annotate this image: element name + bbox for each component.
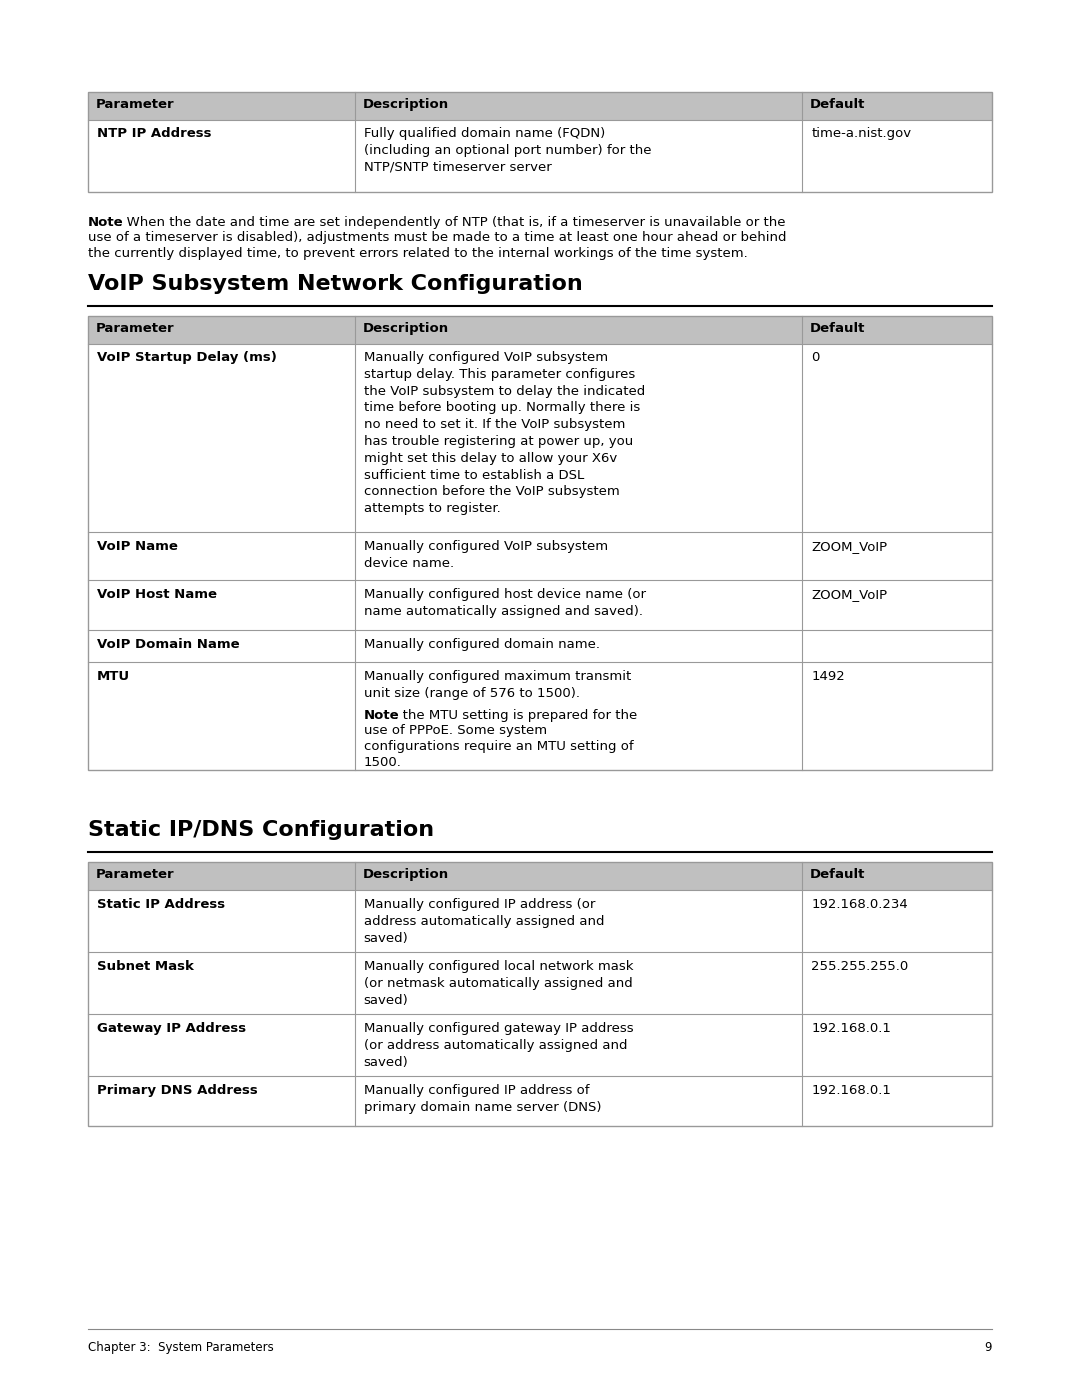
- Text: ZOOM_VoIP: ZOOM_VoIP: [811, 541, 888, 553]
- Text: Description: Description: [363, 321, 449, 335]
- Text: VoIP Host Name: VoIP Host Name: [97, 588, 217, 601]
- Text: 192.168.0.1: 192.168.0.1: [811, 1084, 891, 1097]
- Text: Static IP/DNS Configuration: Static IP/DNS Configuration: [87, 820, 434, 840]
- Text: 9: 9: [985, 1341, 993, 1354]
- Text: 1492: 1492: [811, 671, 845, 683]
- Text: 0: 0: [811, 351, 820, 365]
- Text: Parameter: Parameter: [96, 868, 175, 882]
- Text: VoIP Startup Delay (ms): VoIP Startup Delay (ms): [97, 351, 276, 365]
- Bar: [87, 316, 993, 770]
- Text: Parameter: Parameter: [96, 98, 175, 110]
- Bar: [87, 92, 993, 120]
- Text: Manually configured local network mask
(or netmask automatically assigned and
sa: Manually configured local network mask (…: [364, 960, 633, 1007]
- Bar: [87, 92, 993, 191]
- Text: 255.255.255.0: 255.255.255.0: [811, 960, 908, 972]
- Text: Static IP Address: Static IP Address: [97, 898, 225, 911]
- Text: Manually configured VoIP subsystem
device name.: Manually configured VoIP subsystem devic…: [364, 541, 608, 570]
- Text: : the MTU setting is prepared for the: : the MTU setting is prepared for the: [394, 710, 637, 722]
- Text: VoIP Domain Name: VoIP Domain Name: [97, 638, 240, 651]
- Bar: [87, 862, 993, 1126]
- Text: the currently displayed time, to prevent errors related to the internal workings: the currently displayed time, to prevent…: [87, 247, 747, 260]
- Text: : When the date and time are set independently of NTP (that is, if a timeserver : : When the date and time are set indepen…: [118, 217, 785, 229]
- Bar: [87, 316, 993, 344]
- Text: Primary DNS Address: Primary DNS Address: [97, 1084, 258, 1097]
- Text: Manually configured gateway IP address
(or address automatically assigned and
sa: Manually configured gateway IP address (…: [364, 1023, 633, 1069]
- Text: Manually configured domain name.: Manually configured domain name.: [364, 638, 599, 651]
- Text: 192.168.0.1: 192.168.0.1: [811, 1023, 891, 1035]
- Text: ZOOM_VoIP: ZOOM_VoIP: [811, 588, 888, 601]
- Text: 192.168.0.234: 192.168.0.234: [811, 898, 908, 911]
- Text: time-a.nist.gov: time-a.nist.gov: [811, 127, 912, 140]
- Text: Subnet Mask: Subnet Mask: [97, 960, 194, 972]
- Bar: [87, 862, 993, 890]
- Text: Manually configured host device name (or
name automatically assigned and saved).: Manually configured host device name (or…: [364, 588, 646, 617]
- Text: NTP IP Address: NTP IP Address: [97, 127, 212, 140]
- Text: Manually configured VoIP subsystem
startup delay. This parameter configures
the : Manually configured VoIP subsystem start…: [364, 351, 645, 515]
- Text: Gateway IP Address: Gateway IP Address: [97, 1023, 246, 1035]
- Text: Fully qualified domain name (FQDN)
(including an optional port number) for the
N: Fully qualified domain name (FQDN) (incl…: [364, 127, 651, 175]
- Text: configurations require an MTU setting of: configurations require an MTU setting of: [364, 740, 633, 753]
- Text: Manually configured IP address of
primary domain name server (DNS): Manually configured IP address of primar…: [364, 1084, 602, 1113]
- Text: Description: Description: [363, 868, 449, 882]
- Text: Default: Default: [810, 321, 865, 335]
- Text: Description: Description: [363, 98, 449, 110]
- Text: Parameter: Parameter: [96, 321, 175, 335]
- Text: use of a timeserver is disabled), adjustments must be made to a time at least on: use of a timeserver is disabled), adjust…: [87, 231, 786, 244]
- Text: Default: Default: [810, 98, 865, 110]
- Text: Manually configured maximum transmit
unit size (range of 576 to 1500).: Manually configured maximum transmit uni…: [364, 671, 631, 700]
- Text: Manually configured IP address (or
address automatically assigned and
saved): Manually configured IP address (or addre…: [364, 898, 604, 944]
- Text: use of PPPoE. Some system: use of PPPoE. Some system: [364, 724, 546, 738]
- Text: VoIP Name: VoIP Name: [97, 541, 178, 553]
- Text: Note: Note: [364, 710, 400, 722]
- Text: VoIP Subsystem Network Configuration: VoIP Subsystem Network Configuration: [87, 274, 583, 293]
- Text: Note: Note: [87, 217, 123, 229]
- Text: 1500.: 1500.: [364, 756, 402, 768]
- Text: Default: Default: [810, 868, 865, 882]
- Text: MTU: MTU: [97, 671, 130, 683]
- Text: Chapter 3:  System Parameters: Chapter 3: System Parameters: [87, 1341, 273, 1354]
